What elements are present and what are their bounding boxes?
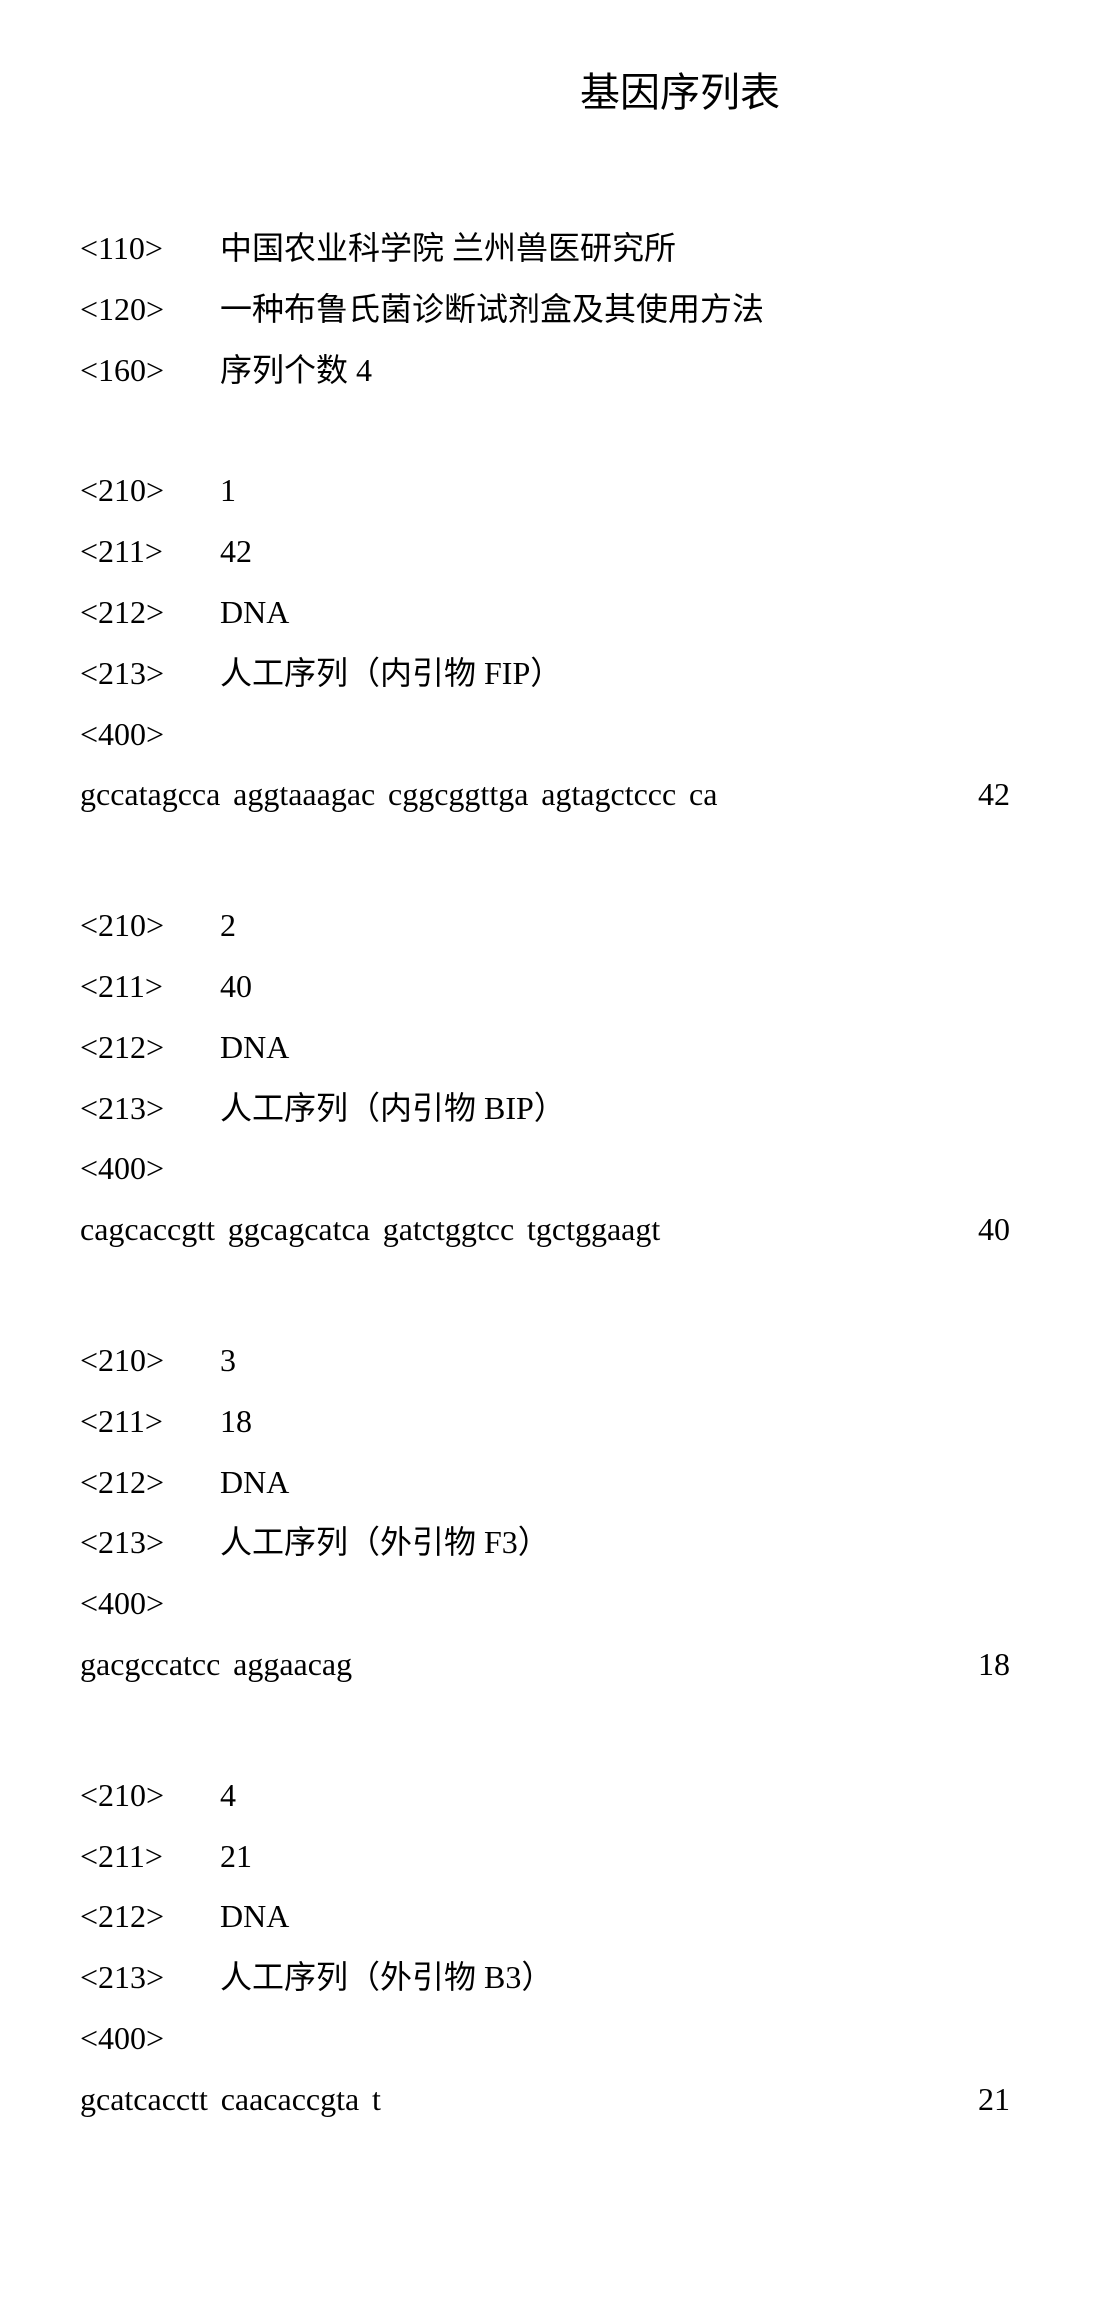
field-400: <400> [80,1138,1020,1199]
field-tag: <213> [80,1947,220,2008]
sequence-length: 18 [920,1634,1020,1695]
field-tag: <212> [80,582,220,643]
field-tag: <211> [80,956,220,1017]
sequence-text: gccatagcca aggtaaagac cggcggttga agtagct… [80,764,920,825]
sequence-text: cagcaccgtt ggcagcatca gatctggtcc tgctgga… [80,1199,920,1260]
field-value: 21 [220,1826,1020,1887]
field-value: 人工序列（内引物 FIP） [220,643,1020,704]
field-value [220,704,1020,765]
field-value: DNA [220,1886,1020,1947]
field-value: 2 [220,895,1020,956]
document-title: 基因序列表 [80,60,1020,118]
sequence-block-4: <210> 4 <211> 21 <212> DNA <213> 人工序列（外引… [80,1765,1020,2130]
field-400: <400> [80,1573,1020,1634]
field-210: <210> 4 [80,1765,1020,1826]
sequence-length: 42 [920,764,1020,825]
field-tag: <210> [80,460,220,521]
field-value: DNA [220,582,1020,643]
field-211: <211> 18 [80,1391,1020,1452]
field-value: 1 [220,460,1020,521]
field-tag: <211> [80,1826,220,1887]
sequence-length: 40 [920,1199,1020,1260]
header-block: <110> 中国农业科学院 兰州兽医研究所 <120> 一种布鲁氏菌诊断试剂盒及… [80,218,1020,400]
field-tag: <210> [80,1765,220,1826]
field-110: <110> 中国农业科学院 兰州兽医研究所 [80,218,1020,279]
field-210: <210> 3 [80,1330,1020,1391]
field-value: 42 [220,521,1020,582]
sequence-data-row: cagcaccgtt ggcagcatca gatctggtcc tgctgga… [80,1199,1020,1260]
field-tag: <160> [80,340,220,401]
field-212: <212> DNA [80,1452,1020,1513]
field-211: <211> 40 [80,956,1020,1017]
field-tag: <210> [80,1330,220,1391]
field-value: 40 [220,956,1020,1017]
field-212: <212> DNA [80,582,1020,643]
field-value: 中国农业科学院 兰州兽医研究所 [220,218,1020,279]
field-tag: <212> [80,1452,220,1513]
field-value [220,2008,1020,2069]
field-212: <212> DNA [80,1886,1020,1947]
field-120: <120> 一种布鲁氏菌诊断试剂盒及其使用方法 [80,279,1020,340]
field-211: <211> 21 [80,1826,1020,1887]
field-value: 人工序列（内引物 BIP） [220,1078,1020,1139]
field-value: 4 [220,1765,1020,1826]
field-400: <400> [80,704,1020,765]
field-value: 一种布鲁氏菌诊断试剂盒及其使用方法 [220,279,1020,340]
field-211: <211> 42 [80,521,1020,582]
sequence-text: gacgccatcc aggaacag [80,1634,920,1695]
field-value [220,1573,1020,1634]
field-210: <210> 2 [80,895,1020,956]
field-value: 序列个数 4 [220,340,1020,401]
field-tag: <211> [80,521,220,582]
sequence-block-3: <210> 3 <211> 18 <212> DNA <213> 人工序列（外引… [80,1330,1020,1695]
field-213: <213> 人工序列（外引物 F3） [80,1512,1020,1573]
field-tag: <211> [80,1391,220,1452]
field-value: 人工序列（外引物 F3） [220,1512,1020,1573]
sequence-length: 21 [920,2069,1020,2130]
sequence-data-row: gccatagcca aggtaaagac cggcggttga agtagct… [80,764,1020,825]
field-212: <212> DNA [80,1017,1020,1078]
field-213: <213> 人工序列（内引物 BIP） [80,1078,1020,1139]
field-tag: <213> [80,643,220,704]
sequence-data-row: gacgccatcc aggaacag 18 [80,1634,1020,1695]
field-tag: <210> [80,895,220,956]
sequence-text: gcatcacctt caacaccgta t [80,2069,920,2130]
field-tag: <212> [80,1017,220,1078]
field-value: 人工序列（外引物 B3） [220,1947,1020,2008]
sequence-block-2: <210> 2 <211> 40 <212> DNA <213> 人工序列（内引… [80,895,1020,1260]
field-value: DNA [220,1017,1020,1078]
field-400: <400> [80,2008,1020,2069]
field-value: DNA [220,1452,1020,1513]
field-213: <213> 人工序列（外引物 B3） [80,1947,1020,2008]
field-tag: <213> [80,1512,220,1573]
field-160: <160> 序列个数 4 [80,340,1020,401]
field-tag: <400> [80,2008,220,2069]
field-tag: <400> [80,704,220,765]
field-210: <210> 1 [80,460,1020,521]
field-tag: <120> [80,279,220,340]
field-value [220,1138,1020,1199]
field-tag: <212> [80,1886,220,1947]
field-value: 18 [220,1391,1020,1452]
field-value: 3 [220,1330,1020,1391]
field-tag: <400> [80,1573,220,1634]
field-tag: <400> [80,1138,220,1199]
field-213: <213> 人工序列（内引物 FIP） [80,643,1020,704]
field-tag: <213> [80,1078,220,1139]
sequence-data-row: gcatcacctt caacaccgta t 21 [80,2069,1020,2130]
field-tag: <110> [80,218,220,279]
sequence-block-1: <210> 1 <211> 42 <212> DNA <213> 人工序列（内引… [80,460,1020,825]
